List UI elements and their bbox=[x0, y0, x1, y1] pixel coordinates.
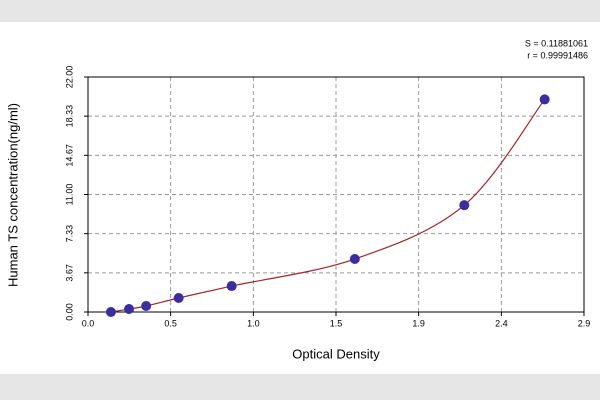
y-tick-label: 11.00 bbox=[64, 184, 74, 206]
point bbox=[141, 301, 152, 312]
point bbox=[105, 307, 116, 317]
plot-frame bbox=[87, 76, 585, 313]
point bbox=[173, 293, 184, 304]
x-tick-label: 2.9 bbox=[578, 318, 591, 328]
point bbox=[226, 281, 237, 292]
x-tick-label: 1.0 bbox=[247, 318, 260, 328]
y-tick-label: 18.33 bbox=[64, 105, 74, 128]
x-tick-label: 0.5 bbox=[164, 318, 177, 328]
x-tick-label: 2.4 bbox=[495, 318, 508, 328]
y-tick-label: 3.67 bbox=[64, 264, 74, 282]
y-tick-label: 7.33 bbox=[64, 225, 74, 243]
y-tick-label: 0.00 bbox=[64, 303, 74, 321]
annotation: r = 0.99991486 bbox=[527, 50, 588, 60]
bottom-band bbox=[0, 374, 600, 400]
x-tick-label: 0.0 bbox=[82, 318, 95, 328]
x-axis-title: Optical Density bbox=[292, 346, 380, 361]
top-band bbox=[0, 0, 600, 22]
point bbox=[459, 200, 470, 211]
y-tick-label: 14.67 bbox=[64, 144, 74, 167]
point bbox=[124, 304, 135, 315]
x-tick-label: 1.5 bbox=[330, 318, 343, 328]
annotation: S = 0.11881061 bbox=[525, 38, 588, 48]
fit-curve bbox=[110, 99, 546, 313]
y-tick-label: 22.00 bbox=[64, 66, 74, 89]
x-tick-label: 1.9 bbox=[412, 318, 425, 328]
point bbox=[349, 254, 360, 265]
y-axis-title: Human TS concentration(ng/ml) bbox=[5, 103, 20, 287]
point bbox=[539, 94, 550, 105]
